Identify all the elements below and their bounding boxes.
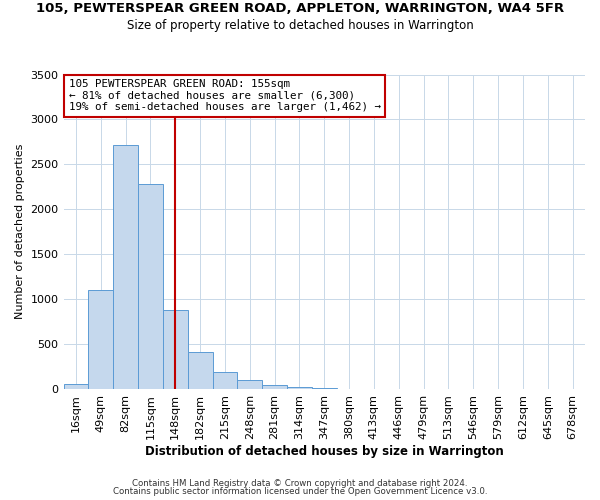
Bar xyxy=(238,380,262,389)
X-axis label: Distribution of detached houses by size in Warrington: Distribution of detached houses by size … xyxy=(145,444,503,458)
Bar xyxy=(163,310,188,389)
Text: 105, PEWTERSPEAR GREEN ROAD, APPLETON, WARRINGTON, WA4 5FR: 105, PEWTERSPEAR GREEN ROAD, APPLETON, W… xyxy=(36,2,564,16)
Bar xyxy=(312,388,337,389)
Bar xyxy=(64,384,88,389)
Bar xyxy=(262,385,287,389)
Y-axis label: Number of detached properties: Number of detached properties xyxy=(15,144,25,320)
Text: Contains HM Land Registry data © Crown copyright and database right 2024.: Contains HM Land Registry data © Crown c… xyxy=(132,478,468,488)
Bar xyxy=(138,184,163,389)
Bar xyxy=(212,372,238,389)
Bar xyxy=(88,290,113,389)
Bar xyxy=(287,387,312,389)
Bar xyxy=(113,144,138,389)
Bar xyxy=(188,352,212,389)
Text: 105 PEWTERSPEAR GREEN ROAD: 155sqm
← 81% of detached houses are smaller (6,300)
: 105 PEWTERSPEAR GREEN ROAD: 155sqm ← 81%… xyxy=(69,79,381,112)
Text: Contains public sector information licensed under the Open Government Licence v3: Contains public sector information licen… xyxy=(113,487,487,496)
Text: Size of property relative to detached houses in Warrington: Size of property relative to detached ho… xyxy=(127,19,473,32)
